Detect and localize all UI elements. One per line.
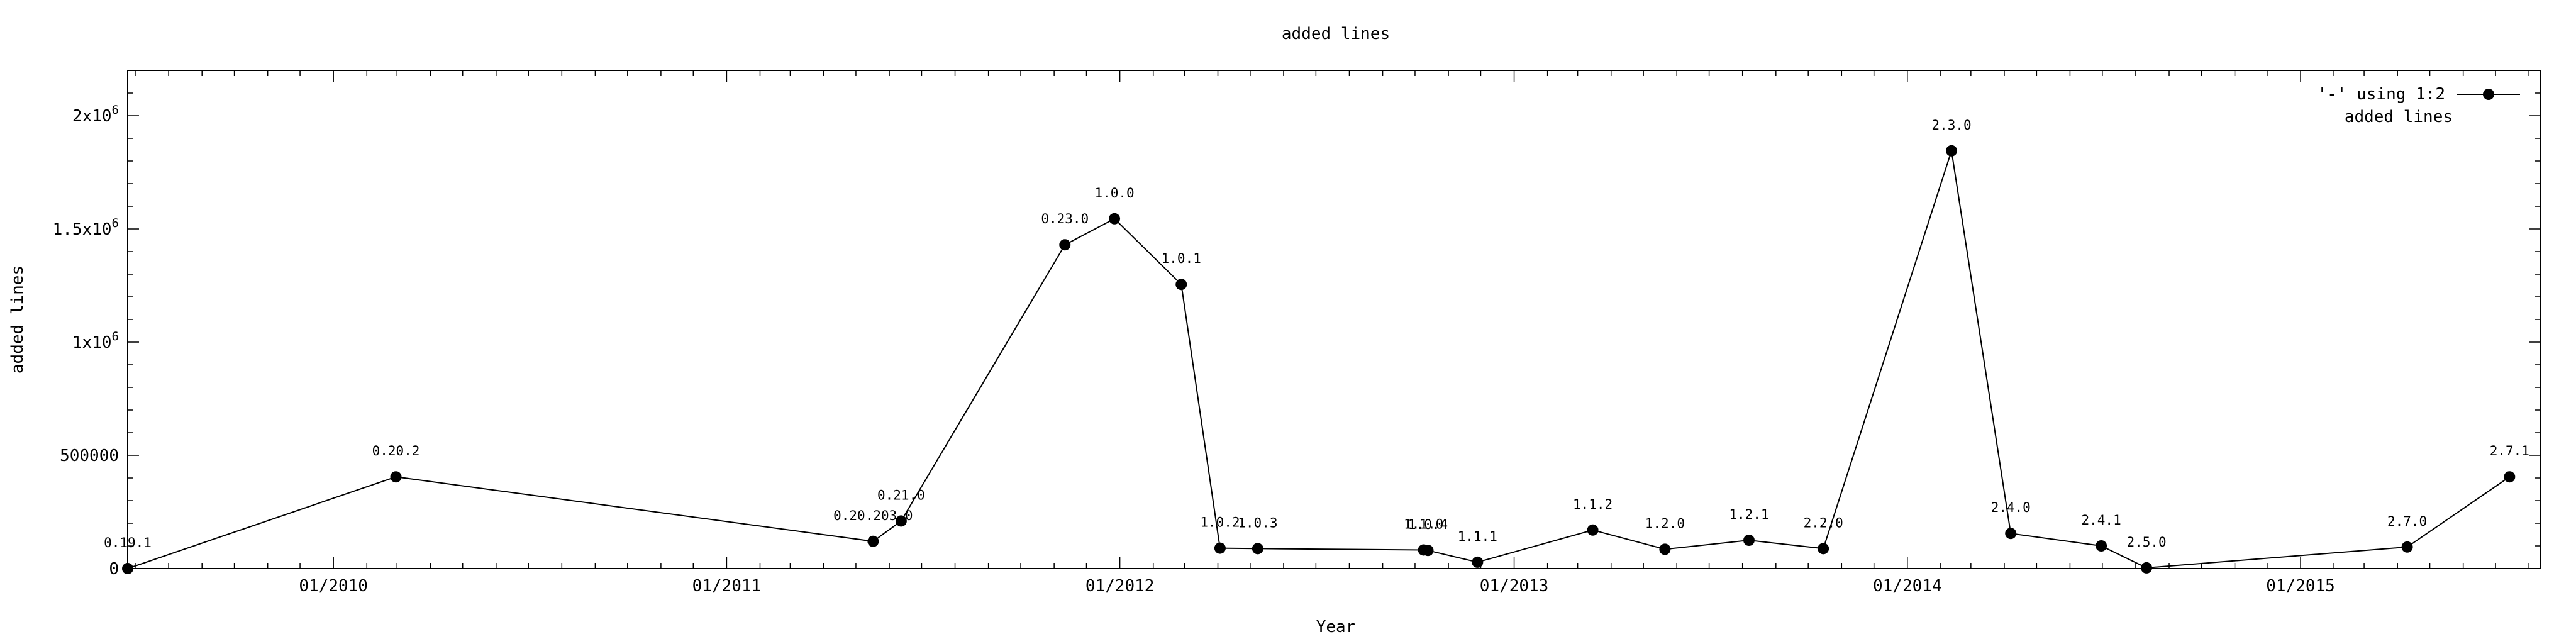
series-added-lines: 0.19.10.20.20.20.203.00.21.00.23.01.0.01… <box>104 118 2529 574</box>
data-point-marker <box>1743 535 1755 546</box>
y-tick-label: 1.5x106 <box>53 216 119 239</box>
y-tick-label-base: 2x10 <box>72 107 112 126</box>
series-line <box>127 150 2510 569</box>
data-point-label: 1.1.2 <box>1573 497 1613 512</box>
data-point-marker <box>2141 562 2153 574</box>
data-point-label: 1.0.0 <box>1094 186 1134 201</box>
x-axis-ticks: 01/2010 01/2011 01/2012 01/2013 01/2014 01/20… <box>135 70 2529 596</box>
data-point-label: 0.23.0 <box>1041 211 1089 226</box>
data-point-label: 2.7.0 <box>2387 514 2427 529</box>
y-tick-label-exponent: 6 <box>112 330 119 343</box>
x-tick-label: 01/2010 <box>299 577 368 596</box>
y-tick-label: 1x106 <box>72 330 119 352</box>
data-point-label: 1.1.0 <box>1404 516 1443 531</box>
data-point-label: 1.0.4 <box>1408 517 1448 532</box>
chart-title: added lines <box>1282 25 1390 43</box>
x-tick-label: 01/2013 <box>1480 577 1549 596</box>
data-point-marker <box>1252 543 1263 555</box>
data-point-marker <box>122 563 133 574</box>
data-point-label: 0.19.1 <box>104 535 152 550</box>
data-point-marker <box>1059 239 1071 251</box>
data-point-label: 1.0.1 <box>1162 251 1201 266</box>
legend-marker <box>2483 89 2494 100</box>
x-axis-label: Year <box>1316 618 1356 636</box>
data-point-marker <box>390 471 402 483</box>
y-tick-label: 2x106 <box>72 103 119 126</box>
data-point-label: 2.5.0 <box>2126 535 2166 550</box>
data-point-marker <box>895 515 907 527</box>
data-point-label: 2.4.0 <box>1991 500 2031 515</box>
data-point-marker <box>1818 543 1829 555</box>
data-point-label: 0.21.0 <box>877 487 925 502</box>
legend: '-' using 1:2 added lines <box>2318 85 2520 126</box>
data-point-label: 2.2.0 <box>1804 515 1843 530</box>
legend-text-label: added lines <box>2345 108 2453 126</box>
data-point-label: 1.0.3 <box>1238 515 1277 530</box>
data-point-label: 1.2.1 <box>1729 507 1768 522</box>
data-point-label: 2.3.0 <box>1931 118 1971 133</box>
y-tick-label-base: 1.5x10 <box>53 220 112 239</box>
data-point-marker <box>1587 524 1599 536</box>
data-point-marker <box>867 535 879 547</box>
data-point-marker <box>1109 213 1121 225</box>
data-point-marker <box>2401 541 2413 553</box>
data-point-label: 1.2.0 <box>1645 516 1685 531</box>
data-point-label: 2.7.1 <box>2490 443 2529 458</box>
data-point-marker <box>1946 145 1958 157</box>
y-tick-label-exponent: 6 <box>112 103 119 117</box>
x-tick-label: 01/2014 <box>1873 577 1942 596</box>
x-tick-label: 01/2012 <box>1085 577 1155 596</box>
y-tick-label: 0 <box>109 560 119 579</box>
legend-text-series: '-' using 1:2 <box>2318 85 2446 104</box>
data-point-marker <box>2504 471 2516 483</box>
x-tick-label: 01/2011 <box>692 577 762 596</box>
y-tick-label-base: 500000 <box>60 447 119 465</box>
data-point-label: 1.1.1 <box>1458 529 1497 544</box>
data-point-marker <box>2096 540 2107 552</box>
data-point-label: 2.4.1 <box>2082 513 2121 528</box>
data-point-marker <box>1214 542 1226 554</box>
data-point-label: 0.20.2 <box>372 443 420 458</box>
data-point-label: 1.0.2 <box>1200 515 1240 530</box>
data-point-marker <box>1175 279 1187 291</box>
y-tick-label-exponent: 6 <box>112 216 119 230</box>
data-point-marker <box>2005 528 2017 540</box>
data-point-marker <box>1472 556 1484 568</box>
y-tick-label-base: 1x10 <box>72 333 112 352</box>
data-point-marker <box>1659 543 1671 555</box>
x-tick-label: 01/2015 <box>2266 577 2335 596</box>
y-tick-label-base: 0 <box>109 560 119 579</box>
y-tick-label: 500000 <box>60 447 119 465</box>
y-axis-label: added lines <box>8 265 27 374</box>
data-point-marker <box>1422 545 1434 557</box>
